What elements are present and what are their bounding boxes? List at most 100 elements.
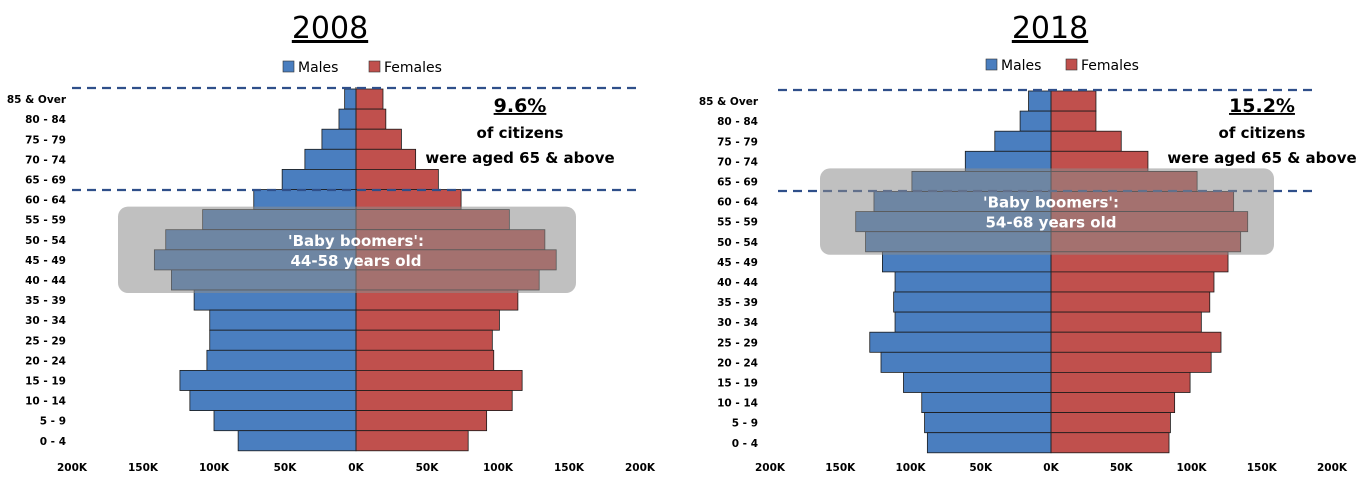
legend-swatch-females: [368, 60, 381, 73]
x-tick-label-2: 100K: [895, 462, 926, 474]
bar-females-12: [355, 329, 493, 351]
age-label-8: 45 - 49: [25, 255, 66, 267]
age-label-2: 75 - 79: [717, 136, 758, 148]
age-label-12: 25 - 29: [25, 335, 66, 347]
bar-females-10: [355, 289, 519, 311]
x-tick-label-3: 50K: [969, 462, 993, 474]
bar-males-11: [894, 311, 1052, 333]
bar-females-4: [355, 168, 439, 190]
age-label-8: 45 - 49: [717, 257, 758, 269]
bar-females-14: [355, 369, 523, 391]
x-tick-label-8: 200K: [625, 462, 656, 474]
age-label-6: 55 - 59: [717, 217, 758, 229]
age-label-15: 10 - 14: [25, 396, 66, 408]
percent-annotation: 9.6%: [494, 95, 547, 117]
x-tick-label-5: 50K: [1110, 462, 1134, 474]
age-label-16: 5 - 9: [40, 416, 66, 428]
age-label-9: 40 - 44: [717, 277, 758, 289]
age-label-5: 60 - 64: [717, 197, 758, 209]
age-label-4: 65 - 69: [25, 174, 66, 186]
annotation-line-2: were aged 65 & above: [425, 149, 614, 167]
bar-males-2: [994, 130, 1052, 152]
baby-boomers-label: 'Baby boomers':: [983, 194, 1119, 212]
age-label-0: 85 & Over: [699, 96, 759, 108]
bar-females-11: [355, 309, 500, 331]
x-tick-label-0: 200K: [57, 462, 88, 474]
annotation-line-1: of citizens: [477, 124, 564, 142]
bar-females-10: [1050, 291, 1211, 313]
chart-title: 2008: [292, 11, 368, 46]
bar-males-16: [213, 410, 357, 432]
age-label-10: 35 - 39: [717, 297, 758, 309]
bar-males-10: [893, 291, 1052, 313]
bar-males-1: [338, 108, 357, 130]
age-label-4: 65 - 69: [717, 176, 758, 188]
bar-females-16: [1050, 412, 1171, 434]
baby-boomers-label: 'Baby boomers':: [288, 232, 424, 250]
x-tick-label-7: 150K: [1247, 462, 1278, 474]
bar-males-17: [237, 430, 357, 452]
age-label-13: 20 - 24: [717, 357, 758, 369]
bar-males-9: [894, 271, 1052, 293]
x-tick-label-8: 200K: [1317, 462, 1348, 474]
bar-females-3: [1050, 150, 1149, 172]
x-tick-label-1: 150K: [825, 462, 856, 474]
legend-label-females: Females: [384, 60, 442, 76]
age-label-14: 15 - 19: [25, 375, 66, 387]
bar-males-13: [206, 349, 357, 371]
bar-males-5: [253, 189, 357, 211]
bar-males-0: [1028, 90, 1052, 112]
legend-swatch-females: [1065, 58, 1078, 71]
x-tick-label-4: 0K: [348, 462, 364, 474]
age-label-1: 80 - 84: [717, 116, 758, 128]
bar-females-13: [355, 349, 495, 371]
bar-males-14: [903, 371, 1052, 393]
bar-females-17: [355, 430, 469, 452]
age-label-13: 20 - 24: [25, 355, 66, 367]
bar-females-16: [355, 410, 488, 432]
legend-swatch-males: [282, 60, 295, 73]
percent-annotation: 15.2%: [1229, 95, 1295, 117]
legend-label-females: Females: [1081, 58, 1139, 74]
x-tick-label-5: 50K: [416, 462, 440, 474]
bar-males-15: [921, 392, 1052, 414]
bar-females-0: [1050, 90, 1097, 112]
x-tick-label-4: 0K: [1043, 462, 1059, 474]
bar-females-1: [1050, 110, 1097, 132]
baby-boomers-range: 54-68 years old: [985, 214, 1116, 232]
bar-males-17: [926, 432, 1052, 454]
pyramid-2018: 2018 Males Females 85 & Over 80 - 84 75 - 79 7…: [699, 11, 1357, 474]
bar-females-12: [1050, 331, 1222, 353]
bar-females-17: [1050, 432, 1170, 454]
bar-males-4: [281, 168, 357, 190]
bar-females-3: [355, 148, 417, 170]
age-label-3: 70 - 74: [717, 156, 758, 168]
bar-males-15: [189, 390, 357, 412]
age-label-0: 85 & Over: [7, 94, 67, 106]
bar-females-15: [355, 390, 513, 412]
x-tick-label-3: 50K: [274, 462, 298, 474]
age-label-7: 50 - 54: [717, 237, 758, 249]
age-label-14: 15 - 19: [717, 377, 758, 389]
x-tick-label-6: 100K: [483, 462, 514, 474]
annotation-line-2: were aged 65 & above: [1167, 149, 1356, 167]
x-tick-label-1: 150K: [128, 462, 159, 474]
bar-males-12: [209, 329, 357, 351]
bar-females-0: [355, 88, 384, 110]
age-label-6: 55 - 59: [25, 215, 66, 227]
age-label-11: 30 - 34: [717, 317, 758, 329]
bar-females-1: [355, 108, 387, 130]
age-label-17: 0 - 4: [40, 436, 66, 448]
age-label-2: 75 - 79: [25, 134, 66, 146]
age-label-1: 80 - 84: [25, 114, 66, 126]
x-tick-label-0: 200K: [755, 462, 786, 474]
chart-title: 2018: [1012, 11, 1088, 46]
legend-swatch-males: [985, 58, 998, 71]
bar-females-11: [1050, 311, 1202, 333]
age-label-9: 40 - 44: [25, 275, 66, 287]
bar-males-3: [964, 150, 1052, 172]
bar-males-3: [304, 148, 357, 170]
bar-females-5: [355, 189, 462, 211]
legend-label-males: Males: [298, 60, 338, 76]
